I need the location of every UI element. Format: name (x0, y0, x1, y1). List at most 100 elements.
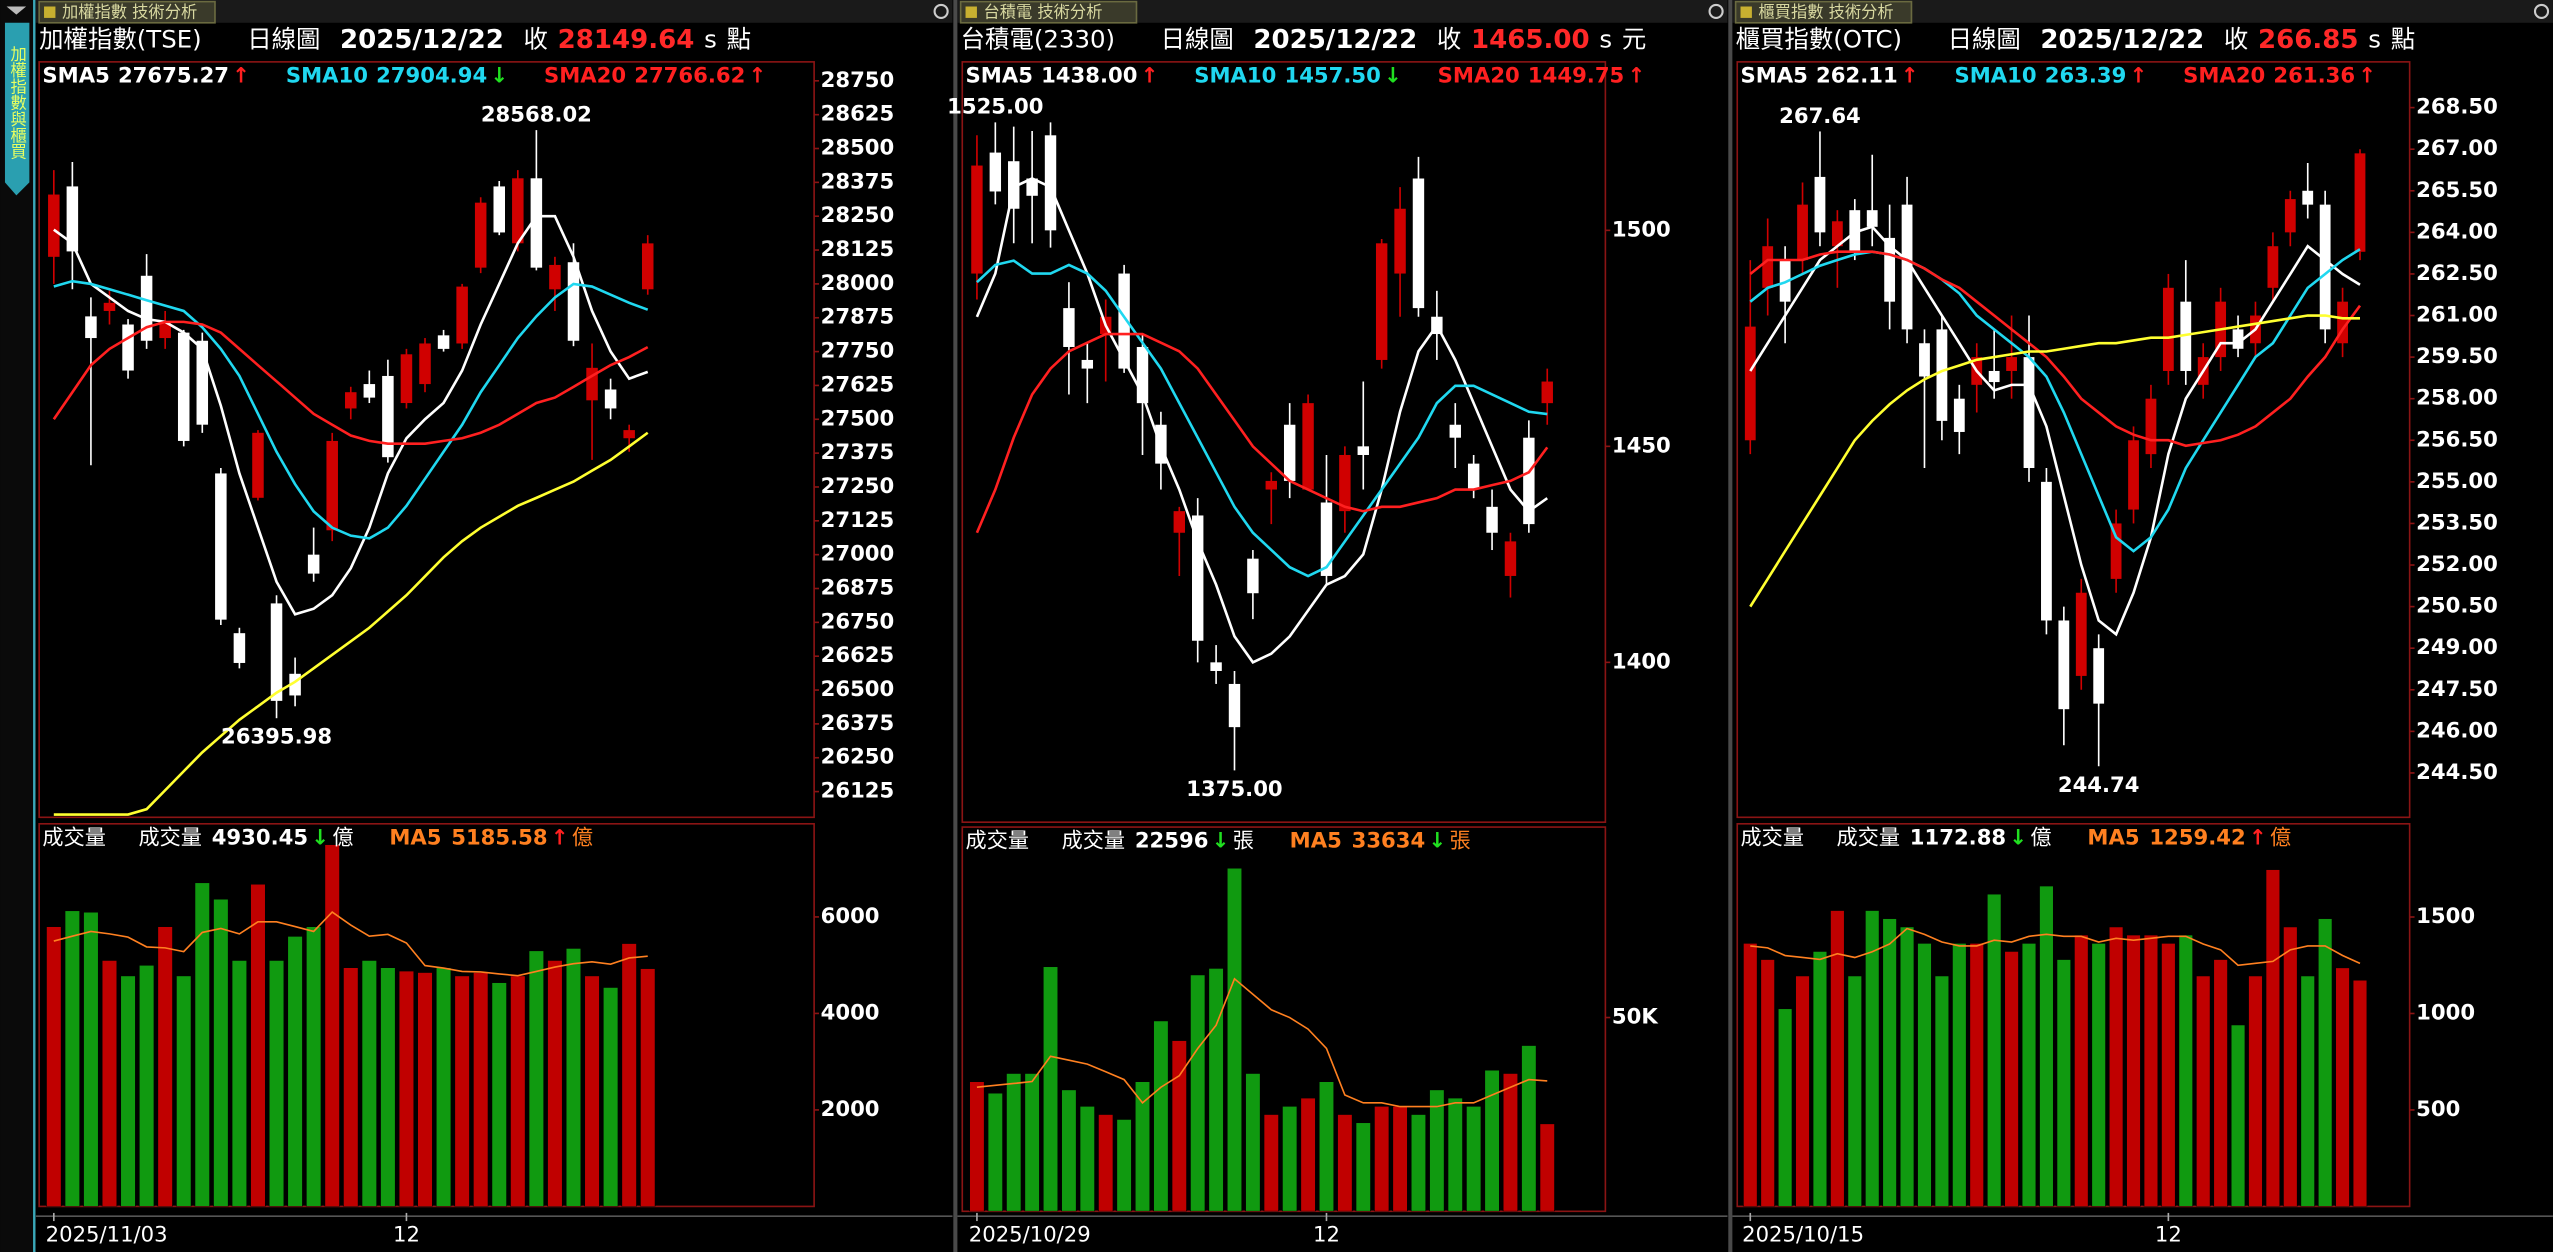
y-tick-label: 26500 (821, 676, 895, 701)
candle-body (419, 343, 431, 385)
close-word: 收 (1437, 25, 1461, 54)
flag: s (2368, 25, 2381, 54)
volume-arrow: ↓ (1212, 828, 1230, 853)
volume-bar (1484, 1069, 1500, 1212)
y-tick-label: 255.00 (2416, 468, 2498, 493)
volume-bar (417, 972, 433, 1207)
ma-line (1749, 225, 2361, 637)
candle-body (1936, 329, 1948, 421)
legend-value: 1449.75 (1528, 63, 1624, 88)
volume-bar (1245, 1072, 1261, 1212)
tab[interactable] (38, 0, 216, 24)
sidebar-label: 加權指數與櫃買 (8, 46, 27, 160)
y-tick-label: 27375 (821, 439, 895, 464)
tab-label[interactable]: 櫃買指數 技術分析 (1758, 3, 1893, 22)
volume-bar (2213, 959, 2229, 1207)
candle-body (1919, 343, 1930, 377)
ma-line (52, 320, 649, 445)
volume-bar (1097, 1114, 1114, 1212)
candle-body (989, 152, 1002, 192)
candle-body (1210, 662, 1222, 671)
candle-body (1884, 237, 1896, 302)
volume-bar (1847, 975, 1863, 1207)
x-tick-label: 2025/11/03 (46, 1222, 168, 1247)
volume-bar (1795, 975, 1810, 1207)
volume-ma-unit: 億 (572, 824, 593, 849)
flag: s (704, 25, 717, 54)
volume-bar (2056, 959, 2072, 1207)
low-annotation: 244.74 (2058, 772, 2140, 797)
y-tick-label: 6000 (821, 903, 880, 928)
tab[interactable] (959, 0, 1138, 24)
zoom-icon[interactable] (2533, 3, 2550, 19)
zoom-icon[interactable] (1708, 3, 1724, 19)
legend-arrow: ↑ (749, 63, 767, 88)
panel-divider (1728, 0, 1733, 1252)
y-tick-label: 259.50 (2416, 343, 2498, 368)
ma-line (1749, 248, 2361, 553)
candle-body (437, 335, 450, 349)
volume-unit: 億 (2030, 824, 2051, 849)
candle-body (233, 633, 246, 663)
candle-body (159, 321, 171, 339)
volume-label: 成交量 (138, 824, 201, 849)
volume-bar (1969, 942, 1985, 1207)
tab-label[interactable]: 台積電 技術分析 (983, 3, 1102, 22)
volume-bar (1777, 1008, 1793, 1207)
candle-body (1118, 273, 1130, 369)
volume-bar (175, 975, 192, 1207)
volume-arrow: ↓ (311, 824, 329, 849)
y-tick-label: 262.50 (2416, 260, 2498, 285)
y-tick-label: 28000 (821, 270, 895, 295)
tab[interactable] (1734, 0, 1913, 24)
candle-body (326, 440, 338, 531)
volume-frame (38, 822, 815, 1208)
candle-body (1486, 506, 1498, 533)
volume-bar (1465, 1105, 1482, 1212)
legend-name: SMA20 (2183, 63, 2265, 88)
candle-body (2354, 153, 2366, 252)
legend-value: 1457.50 (1284, 63, 1380, 88)
plot (48, 130, 654, 816)
date: 2025/12/22 (1253, 25, 1417, 55)
candle-body (2180, 301, 2192, 371)
volume-value: 1172.88 (1910, 824, 2006, 849)
candle-body (1044, 135, 1057, 231)
volume-bar (1263, 1114, 1280, 1212)
y-tick-label: 27875 (821, 304, 895, 329)
zoom-icon[interactable] (933, 3, 949, 19)
legend-name: SMA10 (1194, 63, 1276, 88)
candle-body (1339, 454, 1351, 512)
sidebar-arrow[interactable] (6, 6, 27, 15)
volume-ma-name: MA5 (1290, 828, 1342, 853)
unit: 點 (727, 25, 751, 54)
candle-body (215, 473, 227, 620)
candle-body (604, 389, 617, 409)
candle-body (2267, 246, 2279, 288)
period: 日線圖 (1161, 25, 1234, 54)
ma-line (976, 259, 1548, 578)
y-tick-label: 1000 (2416, 999, 2475, 1024)
volume-bar (1355, 1122, 1372, 1212)
candle-body (1744, 326, 1756, 441)
volume-bar (2195, 975, 2211, 1207)
volume-bar (2317, 918, 2333, 1207)
volume-bar (1502, 1072, 1519, 1212)
volume-bar (1429, 1089, 1445, 1212)
volume-title: 成交量 (966, 828, 1029, 853)
volume-ma-arrow: ↑ (551, 824, 569, 849)
candle-body (567, 262, 580, 341)
volume-bar (1337, 1114, 1353, 1212)
tab-label[interactable]: 加權指數 技術分析 (62, 3, 197, 22)
volume-bar (987, 1092, 1004, 1212)
candle-body (512, 178, 524, 244)
sidebar-tab[interactable] (4, 22, 30, 196)
volume-bar (1742, 942, 1758, 1207)
volume-bar (1812, 950, 1828, 1207)
candle-body (307, 554, 320, 574)
candle-body (971, 165, 983, 274)
x-tick-label: 2025/10/15 (1742, 1222, 1864, 1247)
y-tick-label: 1500 (2416, 903, 2475, 928)
volume-unit: 張 (1233, 828, 1254, 853)
